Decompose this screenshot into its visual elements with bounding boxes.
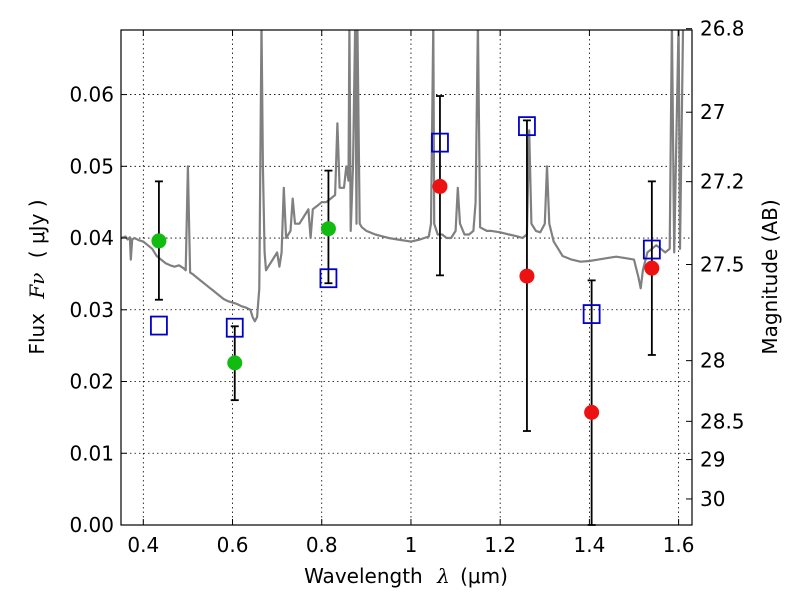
x-axis-title-text: Wavelength: [304, 564, 423, 588]
x-axis-title: Wavelength λ (μm): [304, 564, 508, 588]
right-axis-title: Magnitude (AB): [758, 199, 782, 354]
x-tick-label: 0.6: [217, 533, 249, 557]
model-photometry-square: [225, 317, 244, 338]
observed-flux-point: [644, 260, 660, 276]
y-tick-label: 0.01: [69, 441, 114, 465]
y-tick-label: 0.00: [69, 513, 114, 537]
y2-tick-label: 30: [700, 487, 725, 511]
y2-tick-label: 28.5: [700, 409, 745, 433]
y-tick-label: 0.06: [69, 83, 114, 107]
plot-clip-group: [121, 30, 685, 323]
y2-tick-label: 26.8: [700, 17, 745, 41]
y2-tick-label: 27.5: [700, 253, 745, 277]
x-tick-label: 1.4: [573, 533, 605, 557]
y2-tick-label: 27: [700, 100, 725, 124]
y-tick-label: 0.02: [69, 370, 114, 394]
observed-flux-point: [432, 178, 448, 194]
model-photometry-square: [642, 239, 661, 260]
x-axis-title-unit: (μm): [460, 564, 508, 588]
y-axis-title-unit: ( μJy ): [25, 199, 49, 258]
observed-flux-point: [151, 233, 167, 249]
observed-flux-point: [320, 221, 336, 237]
y2-tick-label: 28: [700, 349, 725, 373]
y-tick-label: 0.04: [69, 226, 114, 250]
x-tick-label: 0.4: [127, 533, 159, 557]
model-photometry-square: [518, 116, 536, 137]
y-axis-title-text: Flux: [25, 313, 49, 355]
x-tick-label: 0.8: [306, 533, 338, 557]
y-axis-title: Flux Fν ( μJy ): [25, 199, 49, 354]
plot-frame: [120, 29, 693, 526]
model-photometry-square: [150, 315, 168, 336]
y2-tick-label: 29: [700, 448, 725, 472]
observed-flux-point: [584, 404, 600, 420]
y-tick-label: 0.03: [69, 298, 114, 322]
y-tick-label: 0.05: [69, 154, 114, 178]
y2-tick-label: 27.2: [700, 170, 745, 194]
x-tick-label: 1: [405, 533, 418, 557]
y-axis-title-symbol: Fν: [25, 273, 49, 300]
model-photometry-square: [319, 268, 338, 289]
x-tick-label: 1.6: [663, 533, 695, 557]
model-spectrum-line: [121, 30, 685, 323]
x-tick-label: 1.2: [484, 533, 516, 557]
observed-flux-point: [227, 355, 243, 371]
model-photometry-square: [582, 304, 601, 324]
grid-lines: [121, 30, 692, 525]
axis-ticks: 0.4 0.6 0.8 1 1.2 1.4 1.6 0.00 0.01 0.02 0.03 0.04 0…: [69, 17, 744, 557]
observed-flux-point: [519, 268, 535, 284]
plot-area: [121, 30, 685, 526]
model-photometry-square: [431, 132, 449, 153]
x-axis-title-symbol: λ: [436, 564, 450, 588]
